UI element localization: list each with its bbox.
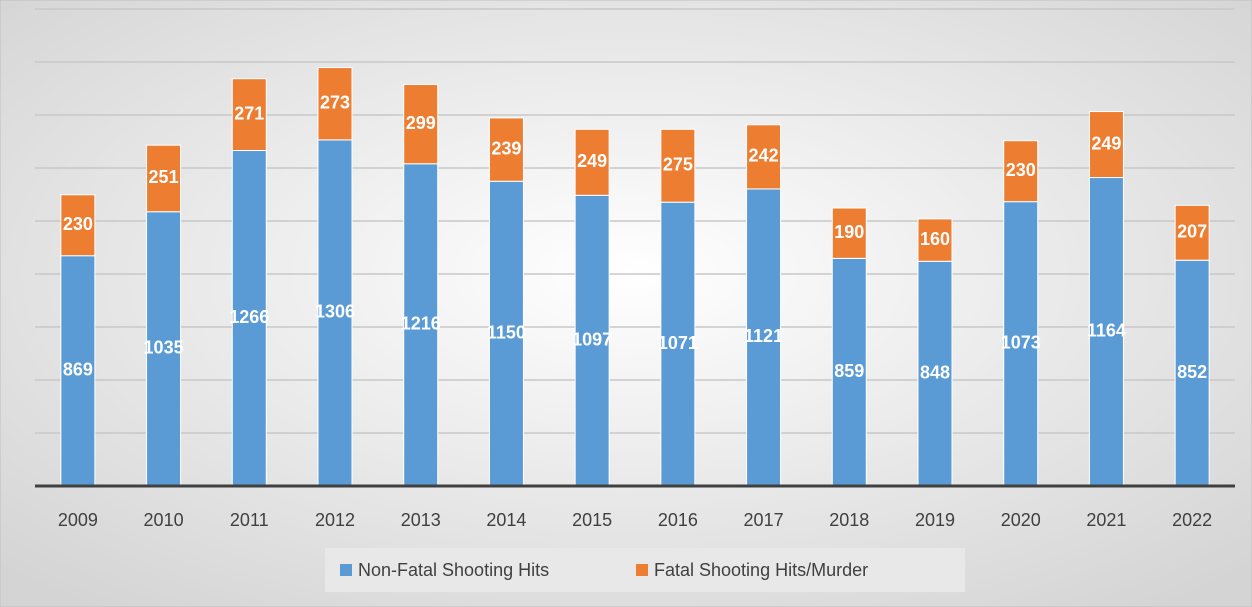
data-label: 1306 [315,302,355,322]
x-tick-label: 2009 [58,510,98,530]
x-tick-label: 2022 [1172,510,1212,530]
bar [746,188,782,487]
bar [1003,140,1039,203]
bar [746,124,782,190]
x-tick-label: 2011 [230,510,269,530]
bar [231,78,267,152]
x-tick-label: 2020 [1001,510,1041,530]
x-tick-label: 2014 [486,510,526,530]
data-label: 242 [749,146,779,166]
bar [1088,177,1124,487]
data-label: 1071 [658,333,698,353]
x-tick-label: 2018 [829,510,869,530]
bar [317,67,353,141]
data-label: 273 [320,92,350,112]
x-tick-label: 2015 [572,510,612,530]
data-label: 251 [149,167,179,187]
data-label: 275 [663,154,693,174]
bar [1174,259,1210,487]
bar [917,218,953,262]
data-label: 848 [920,362,950,382]
data-label: 207 [1177,222,1207,242]
bar [231,150,267,487]
bar [317,139,353,487]
legend-swatch [340,564,352,576]
x-tick-label: 2013 [401,510,441,530]
data-label: 299 [406,113,436,133]
data-label: 230 [63,214,93,234]
bar [403,163,439,487]
data-label: 852 [1177,362,1207,382]
x-tick-label: 2010 [144,510,184,530]
data-label: 1164 [1087,321,1126,341]
data-label: 1266 [229,307,269,327]
data-label: 239 [491,138,521,158]
data-label: 1035 [144,338,184,358]
bar [1003,201,1039,487]
bar [60,194,96,257]
bar [488,117,524,182]
bar [660,128,696,203]
bar [146,211,182,487]
data-label: 1073 [1001,333,1041,353]
data-label: 1150 [487,322,526,342]
data-label: 190 [834,222,864,242]
bar [403,84,439,165]
bar [1174,204,1210,261]
bar [831,207,867,259]
x-tick-label: 2019 [915,510,955,530]
data-label: 869 [63,360,93,380]
data-label: 859 [834,361,864,381]
data-label: 160 [920,229,950,249]
x-tick-label: 2017 [744,510,784,530]
bar [917,260,953,487]
data-label: 249 [577,151,607,171]
bar [574,194,610,487]
data-label: 1216 [401,314,441,334]
bar [146,144,182,213]
bar [574,128,610,196]
legend-swatch [636,564,648,576]
legend-label: Non-Fatal Shooting Hits [358,560,549,580]
x-tick-label: 2021 [1086,510,1126,530]
legend-label: Fatal Shooting Hits/Murder [654,560,868,580]
data-label: 271 [234,103,264,123]
x-tick-label: 2016 [658,510,698,530]
bar [1088,111,1124,179]
bar [60,255,96,487]
data-label: 1121 [744,326,783,346]
data-label: 249 [1091,133,1121,153]
data-label: 230 [1006,160,1036,180]
x-tick-label: 2012 [315,510,355,530]
data-label: 1097 [572,329,612,349]
bar [660,201,696,487]
